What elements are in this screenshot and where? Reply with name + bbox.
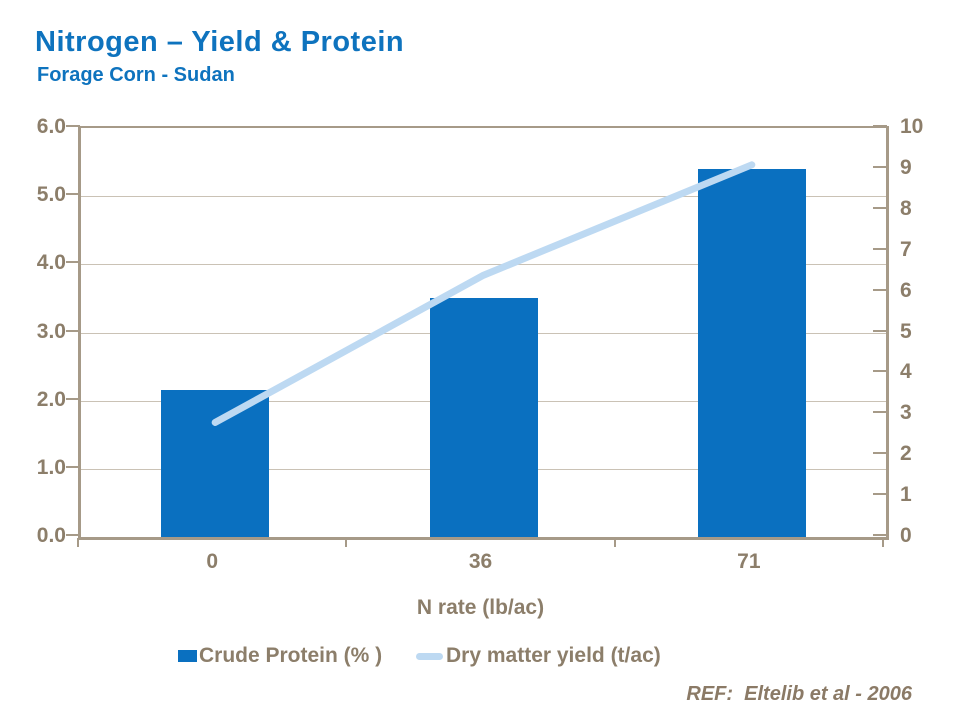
right-axis-tick-mark <box>873 165 887 168</box>
right-axis-tick-mark <box>873 288 887 291</box>
dry-matter-line-swatch-icon <box>416 652 443 660</box>
gridline <box>81 264 886 266</box>
left-axis-tick-label: 5.0 <box>36 183 66 207</box>
right-axis-tick-mark <box>873 329 887 332</box>
right-axis-tick-label: 3 <box>900 401 912 425</box>
right-axis-tick-label: 0 <box>900 524 912 547</box>
left-axis-tick-label: 0.0 <box>36 524 66 547</box>
right-axis-tick-label: 10 <box>900 115 924 138</box>
left-axis-tick-mark <box>66 397 80 400</box>
left-axis-tick-mark <box>66 465 80 468</box>
x-axis-tick-mark <box>77 538 79 547</box>
x-axis-tick-mark <box>882 538 884 547</box>
dry-matter-yield-polyline <box>211 161 756 426</box>
left-axis-tick-label: 2.0 <box>36 387 66 411</box>
x-axis-tick-label: 36 <box>468 550 493 573</box>
legend: Crude Protein (% ) Dry matter yield (t/a… <box>0 641 960 671</box>
right-axis-tick-mark <box>873 206 887 209</box>
right-axis-tick-mark <box>873 125 887 127</box>
x-axis-tick-label: 71 <box>737 550 761 573</box>
bar-crude-protein <box>697 168 806 537</box>
crude-protein-swatch-icon <box>178 650 197 662</box>
left-axis-tick-label: 1.0 <box>36 455 66 479</box>
bar-crude-protein <box>161 390 270 537</box>
chart-plot-area <box>78 126 889 540</box>
x-axis-title: N rate (lb/ac) <box>416 596 545 619</box>
legend-label-dry-matter-yield: Dry matter yield (t/ac) <box>446 644 661 667</box>
right-axis-tick-label: 4 <box>900 360 912 384</box>
right-axis-tick-label: 1 <box>900 483 912 507</box>
bar-crude-protein <box>429 298 538 537</box>
page-subtitle: Forage Corn - Sudan <box>37 64 235 86</box>
left-axis-tick-label: 4.0 <box>36 251 66 275</box>
right-axis-tick-label: 5 <box>900 319 912 343</box>
left-axis-tick-mark <box>66 261 80 264</box>
left-axis-tick-mark <box>66 534 80 536</box>
reference-text: REF: Eltelib et al - 2006 <box>686 683 912 705</box>
right-axis-tick-mark <box>873 534 887 536</box>
right-axis-tick-mark <box>873 411 887 414</box>
left-axis-tick-mark <box>66 193 80 196</box>
left-axis-tick-label: 6.0 <box>36 115 66 138</box>
legend-label-crude-protein: Crude Protein (% ) <box>199 644 383 667</box>
right-axis-tick-label: 2 <box>900 442 912 466</box>
right-axis-tick-mark <box>873 370 887 373</box>
left-axis-tick-mark <box>66 125 80 127</box>
right-axis-tick-mark <box>873 493 887 496</box>
right-axis-tick-label: 7 <box>900 237 912 261</box>
left-axis-tick-label: 3.0 <box>36 319 66 343</box>
x-axis-tick-label: 0 <box>206 550 218 573</box>
right-axis-tick-label: 6 <box>900 278 912 302</box>
page-title: Nitrogen – Yield & Protein <box>35 26 405 58</box>
right-axis-tick-mark <box>873 452 887 455</box>
dry-matter-yield-line <box>211 161 756 426</box>
right-axis-tick-label: 9 <box>900 155 912 179</box>
left-axis-tick-mark <box>66 329 80 332</box>
legend-item-crude-protein: Crude Protein (% ) <box>178 641 382 671</box>
legend-item-dry-matter-yield: Dry matter yield (t/ac) <box>416 641 661 671</box>
right-axis-tick-mark <box>873 247 887 250</box>
x-axis-tick-mark <box>345 538 348 547</box>
right-axis-tick-label: 8 <box>900 196 912 220</box>
x-axis-tick-mark <box>613 538 616 547</box>
gridline <box>81 196 886 198</box>
